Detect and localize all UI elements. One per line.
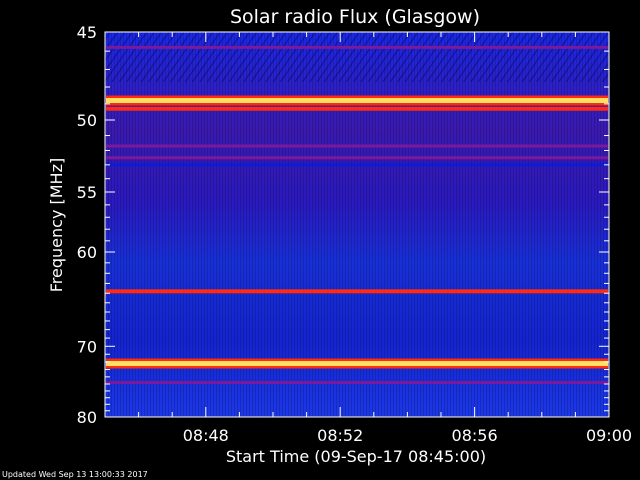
y-tick-label: 80 <box>77 408 97 427</box>
band-3 <box>106 144 608 148</box>
plot-frame <box>104 31 610 418</box>
y-tick-label: 45 <box>77 23 97 42</box>
x-axis: 08:48 08:52 08:56 09:00 <box>138 32 632 445</box>
band-4 <box>106 156 608 160</box>
y-tick-label: 55 <box>77 183 97 202</box>
y-tick-label: 50 <box>77 111 97 130</box>
band-0 <box>106 45 608 49</box>
y-tick-label: 60 <box>77 243 97 262</box>
plot-area <box>104 31 610 418</box>
chart-title: Solar radio Flux (Glasgow) <box>230 6 480 28</box>
band-8 <box>106 381 608 385</box>
band-layer <box>106 45 608 385</box>
y-axis-label: Frequency [MHz] <box>47 158 66 292</box>
band-5 <box>106 163 608 167</box>
x-tick-label: 08:56 <box>452 426 498 445</box>
x-tick-label: 08:48 <box>183 426 229 445</box>
band-2 <box>106 106 608 111</box>
band-6 <box>106 289 608 294</box>
x-tick-label: 08:52 <box>317 426 363 445</box>
x-axis-label: Start Time (09-Sep-17 08:45:00) <box>226 447 486 466</box>
band-7 <box>106 361 608 367</box>
plot-diagonal-texture <box>105 32 609 82</box>
updated-timestamp: Updated Wed Sep 13 13:00:33 2017 <box>2 470 148 479</box>
y-tick-label: 70 <box>77 337 97 356</box>
x-tick-label: 09:00 <box>586 426 632 445</box>
band-1 <box>106 98 608 104</box>
y-axis: 45 50 55 60 70 80 <box>77 23 609 427</box>
